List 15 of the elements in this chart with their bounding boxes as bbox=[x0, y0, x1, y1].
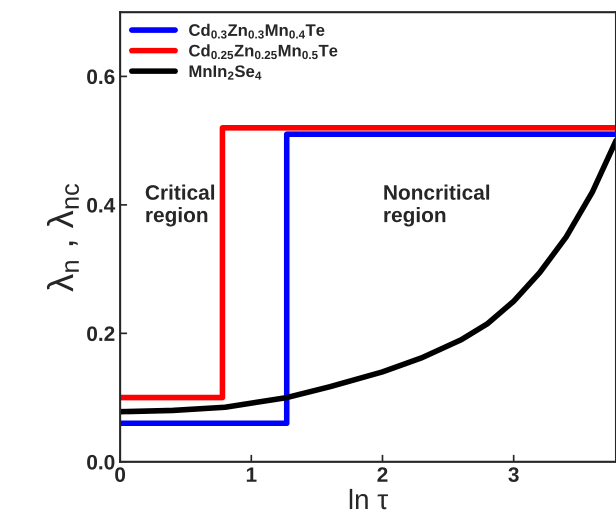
annotation: Noncritical region bbox=[384, 184, 490, 226]
y-tick-label: 0.4 bbox=[87, 198, 116, 213]
y-tick-label: 0.2 bbox=[87, 326, 114, 342]
x-tick-label: 1 bbox=[246, 467, 257, 482]
legend-label: Cd$_{0.3}$Zn$_{0.3}$Mn$_{0.4}$Te bbox=[189, 24, 324, 39]
y-tick-label: 0.0 bbox=[87, 454, 114, 470]
legend-label: MnIn$_{2}$Se$_{4}$ bbox=[190, 65, 262, 80]
x-tick-label: 3 bbox=[508, 467, 519, 482]
annotation: Critical region bbox=[146, 184, 214, 226]
y-tick-label: 0.6 bbox=[87, 69, 115, 84]
x-tick-label: 2 bbox=[377, 467, 388, 482]
y-axis-title: λ$_{n}$ , λ$_{nc}$ bbox=[46, 184, 80, 292]
x-axis-title: ln τ bbox=[350, 488, 388, 510]
legend-label: Cd$_{0.25}$Zn$_{0.25}$Mn$_{0.5}$Te bbox=[189, 44, 338, 60]
x-tick-label: 0 bbox=[115, 467, 126, 482]
